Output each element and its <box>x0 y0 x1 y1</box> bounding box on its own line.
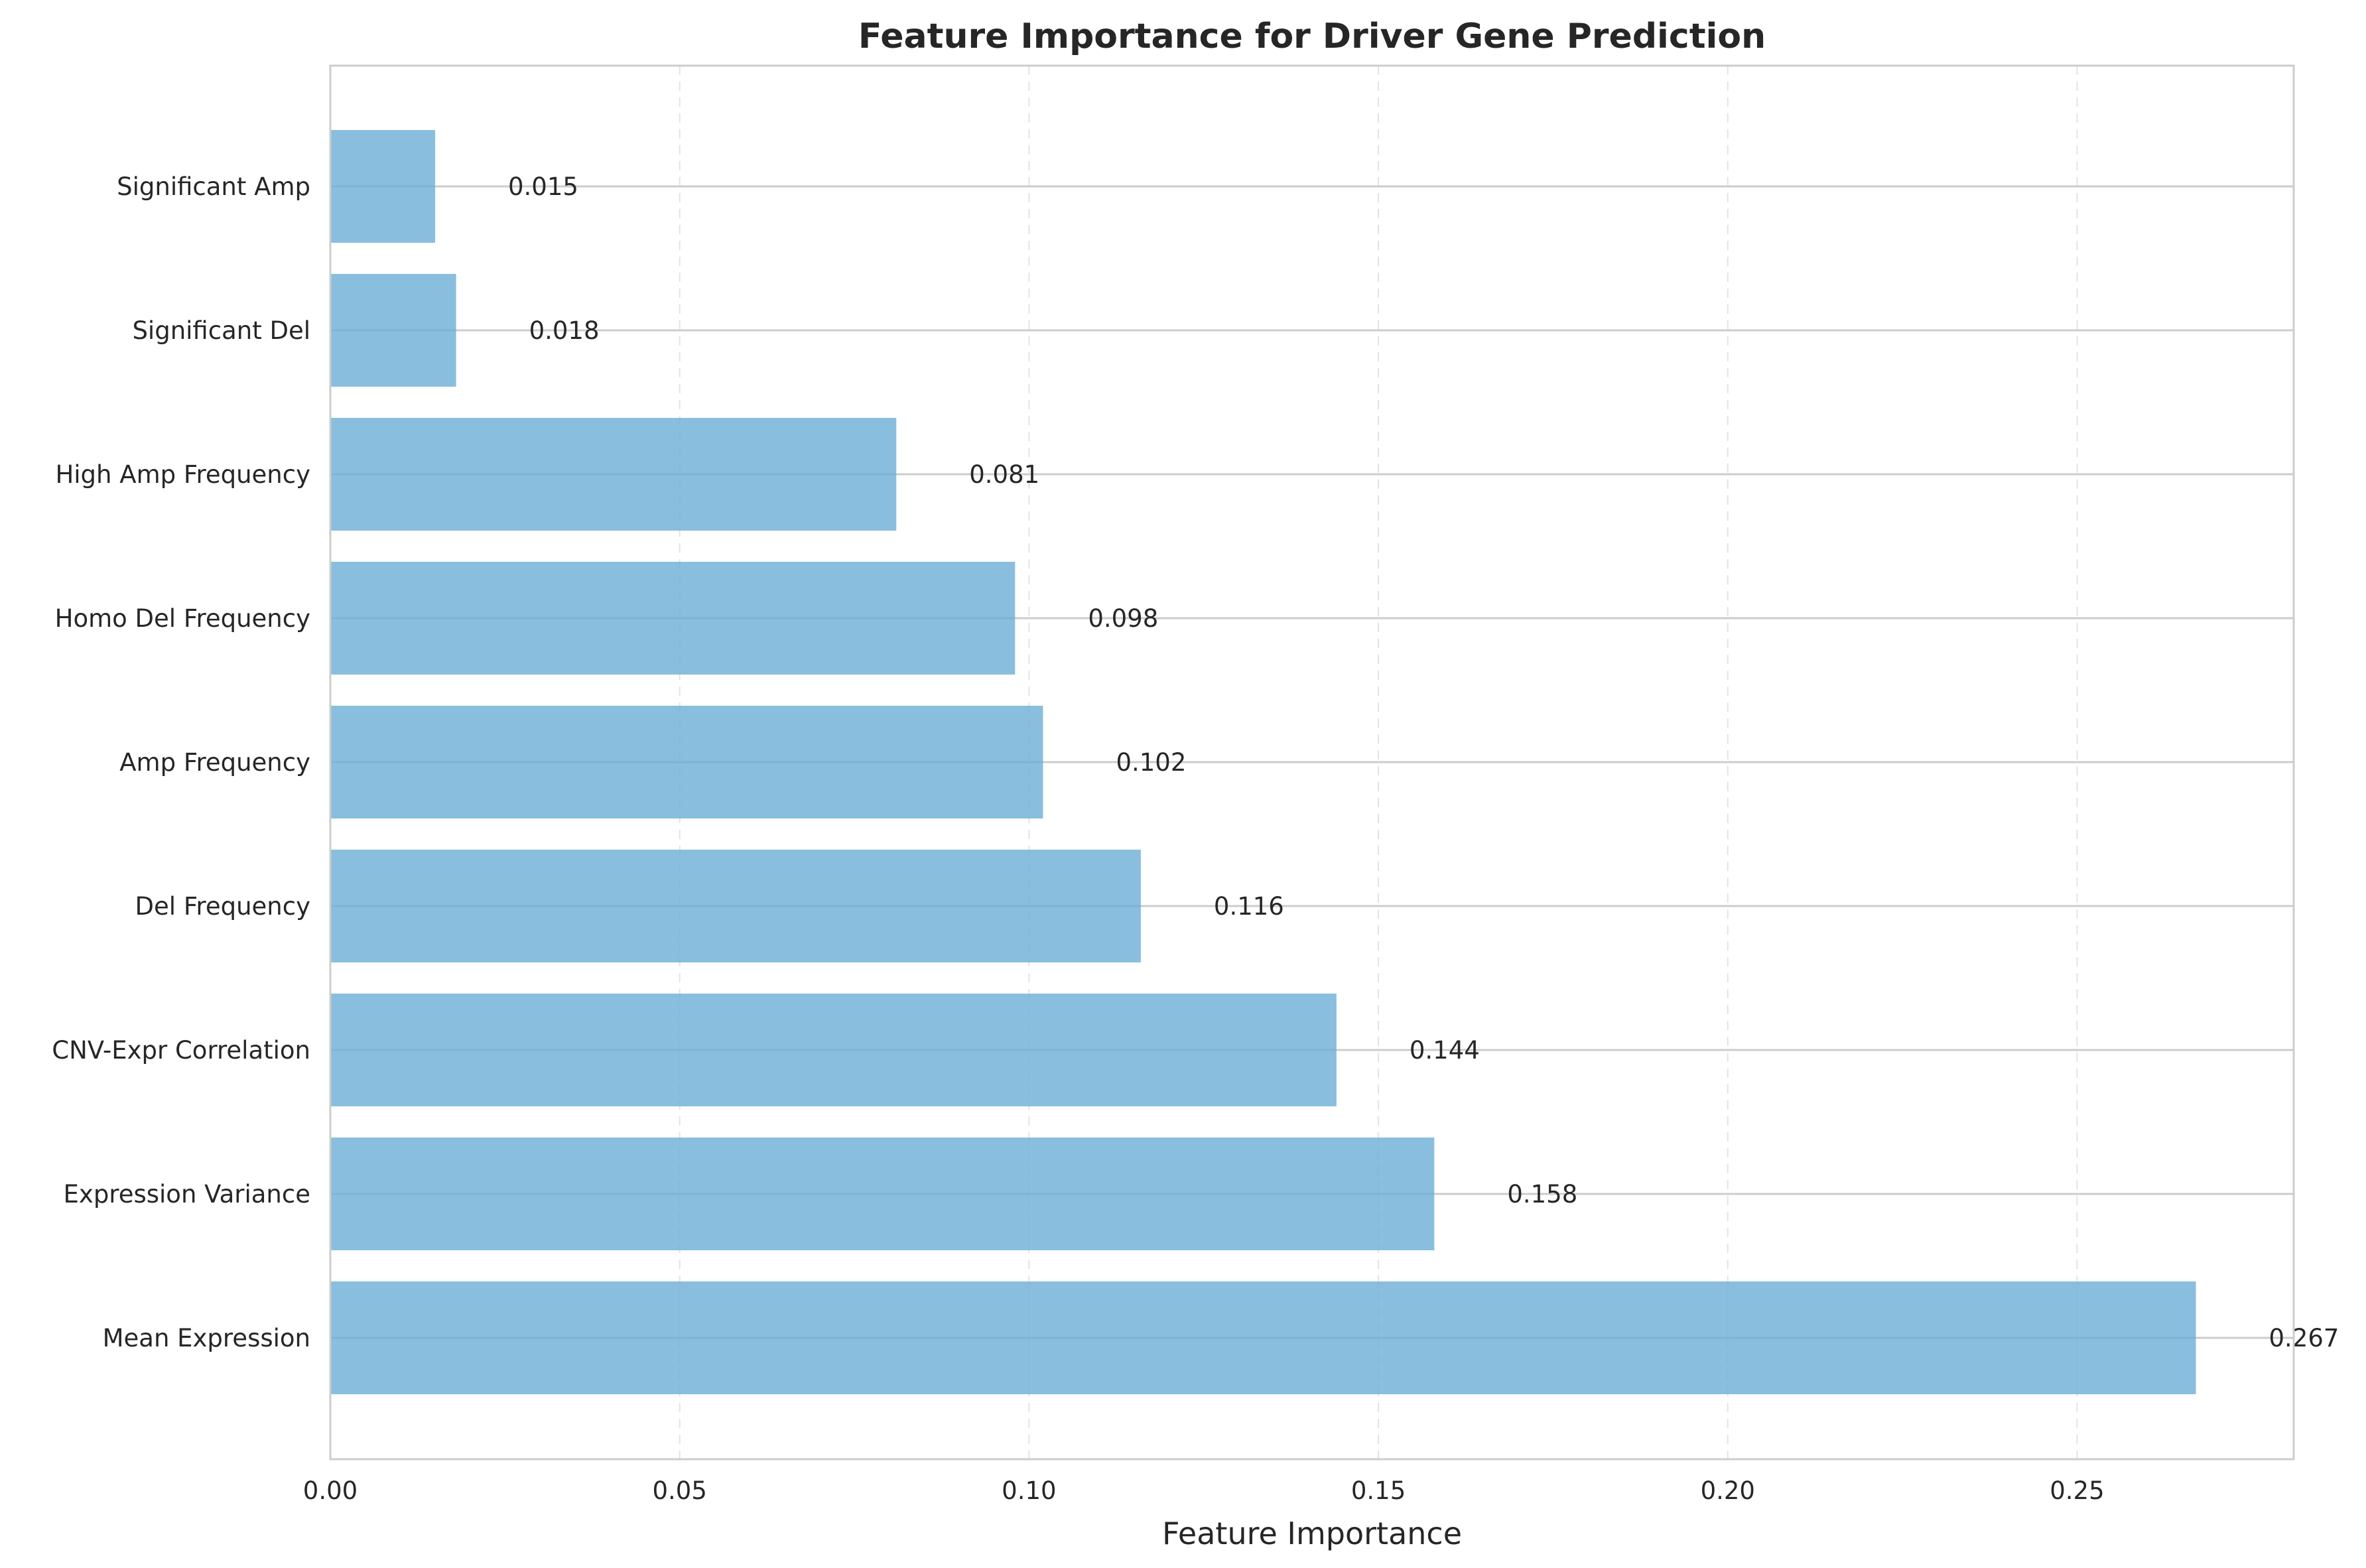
category-label: CNV-Expr Correlation <box>52 1036 310 1065</box>
data-label: 0.081 <box>969 460 1039 489</box>
bar <box>330 1281 2196 1394</box>
axes-frame <box>329 64 2295 1461</box>
bar <box>330 562 1016 675</box>
bar <box>330 274 456 387</box>
data-label: 0.144 <box>1410 1036 1480 1065</box>
x-tick-label: 0.25 <box>2050 1476 2104 1505</box>
x-tick-label: 0.20 <box>1701 1476 1755 1505</box>
data-label: 0.116 <box>1214 892 1284 921</box>
x-tick-label: 0.10 <box>1002 1476 1056 1505</box>
data-label: 0.015 <box>508 172 578 201</box>
bars <box>330 130 2196 1394</box>
bar <box>330 130 436 243</box>
bar <box>330 418 897 531</box>
category-label: High Amp Frequency <box>55 460 310 489</box>
x-tick-label: 0.15 <box>1351 1476 1406 1505</box>
data-label: 0.018 <box>529 316 600 345</box>
value-labels: 0.015 0.018 0.081 0.098 0.102 0.116 0.144 0.158… <box>508 172 2339 1352</box>
bar <box>330 850 1141 962</box>
x-axis-label: Feature Importance <box>1162 1516 1462 1551</box>
chart-title: Feature Importance for Driver Gene Predi… <box>858 17 1766 56</box>
category-label: Significant Del <box>132 316 310 345</box>
x-tick-label: 0.05 <box>652 1476 706 1505</box>
category-label: Del Frequency <box>135 892 310 921</box>
bar <box>330 706 1043 818</box>
data-label: 0.267 <box>2269 1324 2339 1352</box>
category-labels: Significant Amp Significant Del High Amp F… <box>52 172 310 1352</box>
x-tick-label: 0.00 <box>303 1476 358 1505</box>
bar <box>330 994 1337 1106</box>
category-label: Amp Frequency <box>119 748 310 777</box>
data-label: 0.102 <box>1116 748 1186 777</box>
data-label: 0.098 <box>1088 604 1158 633</box>
bar <box>330 1138 1435 1250</box>
category-label: Expression Variance <box>64 1180 310 1209</box>
category-label: Significant Amp <box>117 172 310 201</box>
x-tick-labels: 0.00 0.05 0.10 0.15 0.20 0.25 <box>303 1476 2105 1505</box>
category-label: Mean Expression <box>103 1324 310 1352</box>
category-label: Homo Del Frequency <box>55 604 310 633</box>
data-label: 0.158 <box>1507 1180 1577 1209</box>
